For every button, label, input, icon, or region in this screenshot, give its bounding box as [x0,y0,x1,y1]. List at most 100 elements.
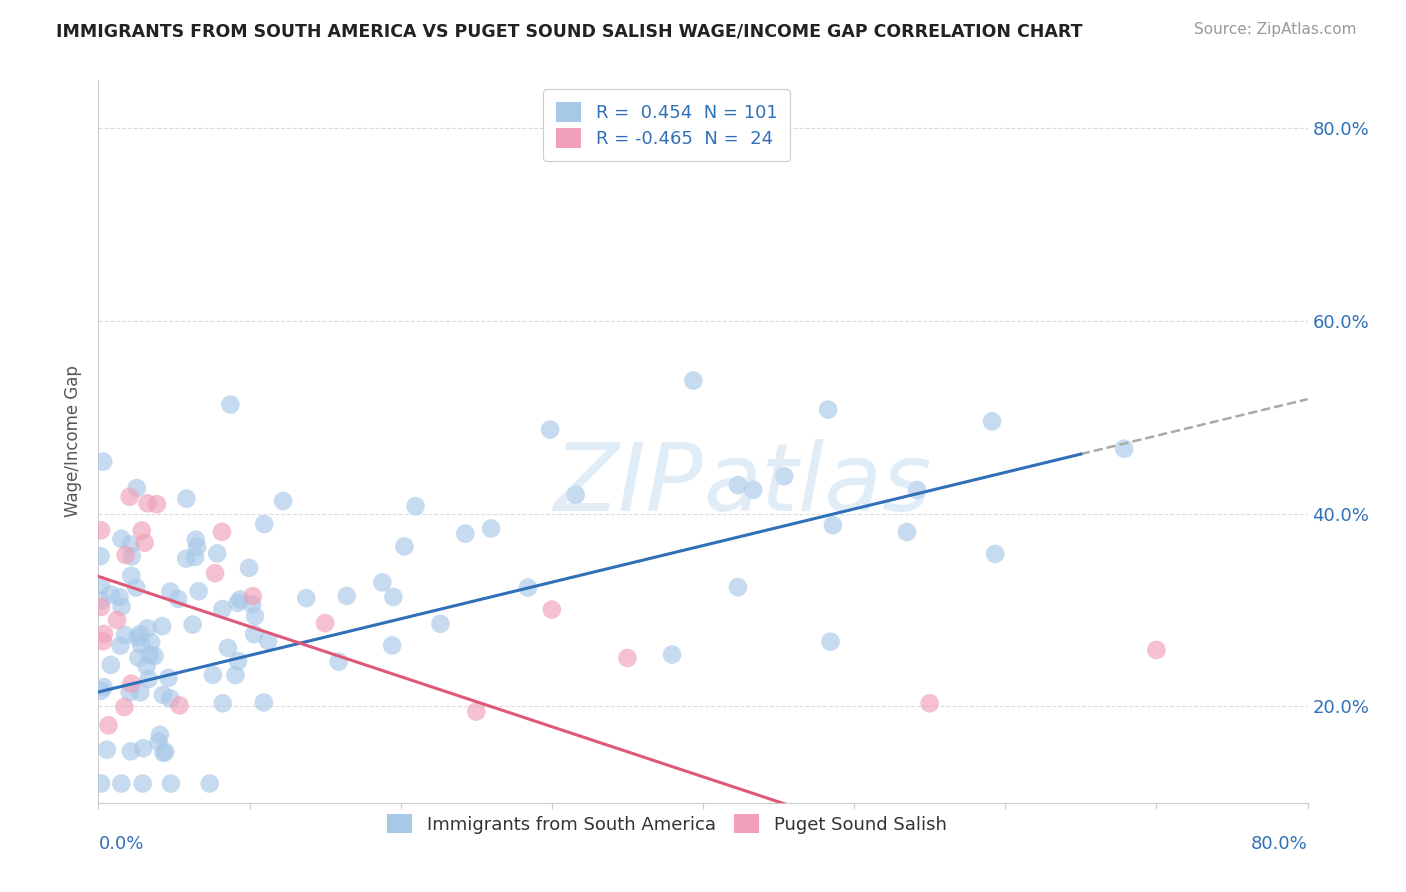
Point [120,744,142,758]
Point [184,549,207,564]
Point [429,616,451,631]
Point [314,616,336,631]
Point [538,423,561,437]
Point [169,698,191,713]
Point [136,621,159,635]
Point [100,657,122,672]
Point [135,659,157,673]
Point [90,549,112,564]
Point [984,547,1007,561]
Point [120,537,142,551]
Point [896,524,918,539]
Point [181,617,204,632]
Point [167,591,190,606]
Point [229,592,252,607]
Point [186,540,208,554]
Text: 80.0%: 80.0% [1251,835,1308,854]
Point [90,776,112,790]
Point [821,518,844,533]
Point [727,478,749,492]
Point [981,414,1004,428]
Point [112,700,135,714]
Point [120,568,142,582]
Point [152,746,174,760]
Point [90,593,112,607]
Point [204,566,226,581]
Point [905,483,928,497]
Point [205,546,228,560]
Legend: Immigrants from South America, Puget Sound Salish: Immigrants from South America, Puget Sou… [380,806,953,841]
Point [139,648,162,662]
Point [176,491,198,506]
Point [226,654,249,668]
Point [271,494,294,508]
Point [129,685,152,699]
Point [394,540,416,554]
Point [136,496,159,510]
Point [201,668,224,682]
Point [90,683,112,698]
Point [253,517,276,532]
Point [454,526,477,541]
Point [159,691,181,706]
Point [616,651,638,665]
Point [157,671,180,685]
Point [152,688,174,702]
Point [160,776,183,790]
Point [91,455,114,469]
Point [242,589,264,603]
Point [661,648,683,662]
Text: Source: ZipAtlas.com: Source: ZipAtlas.com [1194,22,1357,37]
Point [141,635,163,649]
Point [405,499,427,513]
Point [127,631,149,645]
Point [111,599,134,614]
Point [146,497,169,511]
Point [198,776,221,790]
Point [127,650,149,665]
Point [243,627,266,641]
Point [184,533,207,547]
Point [540,602,562,616]
Point [110,639,132,653]
Point [118,685,141,699]
Point [97,718,120,732]
Point [155,745,177,759]
Point [564,488,586,502]
Point [243,609,266,624]
Point [132,776,155,790]
Point [129,627,152,641]
Point [118,490,141,504]
Point [125,481,148,495]
Point [108,590,131,604]
Point [479,521,502,535]
Point [90,524,112,538]
Point [143,648,166,663]
Point [253,696,276,710]
Point [727,580,749,594]
Point [211,696,233,710]
Point [91,634,114,648]
Point [820,634,842,648]
Point [93,680,115,694]
Point [371,575,394,590]
Point [226,596,249,610]
Point [132,741,155,756]
Text: IMMIGRANTS FROM SOUTH AMERICA VS PUGET SOUND SALISH WAGE/INCOME GAP CORRELATION : IMMIGRANTS FROM SOUTH AMERICA VS PUGET S… [56,22,1083,40]
Point [516,581,538,595]
Point [240,598,263,612]
Point [238,561,260,575]
Point [187,584,209,599]
Point [682,374,704,388]
Point [773,469,796,483]
Text: atlas: atlas [703,440,931,531]
Point [817,402,839,417]
Point [138,672,160,686]
Point [110,532,132,546]
Point [96,743,118,757]
Point [295,591,318,606]
Point [918,696,941,710]
Text: 0.0%: 0.0% [98,835,143,854]
Point [150,619,173,633]
Point [120,676,142,690]
